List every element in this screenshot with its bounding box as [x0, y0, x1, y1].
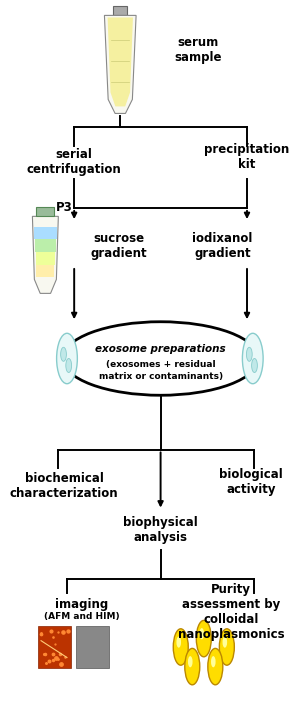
Text: biochemical
characterization: biochemical characterization [10, 472, 118, 500]
Text: biophysical
analysis: biophysical analysis [123, 516, 198, 544]
Circle shape [173, 628, 188, 665]
Ellipse shape [63, 322, 259, 395]
Polygon shape [36, 264, 54, 277]
Circle shape [246, 347, 252, 361]
Circle shape [61, 347, 66, 361]
Circle shape [196, 620, 211, 657]
Text: exosome preparations: exosome preparations [95, 344, 226, 354]
Polygon shape [32, 217, 58, 293]
Text: P3: P3 [56, 202, 73, 214]
Circle shape [57, 333, 77, 384]
Circle shape [200, 628, 204, 639]
Circle shape [66, 359, 72, 373]
Polygon shape [36, 207, 54, 217]
Polygon shape [113, 6, 128, 15]
Circle shape [185, 648, 200, 685]
Polygon shape [108, 18, 133, 106]
Polygon shape [104, 15, 136, 113]
Circle shape [188, 656, 192, 667]
Text: sucrose
gradient: sucrose gradient [91, 233, 147, 261]
Text: Purity
assessment by
colloidal
nanoplasmonics: Purity assessment by colloidal nanoplasm… [178, 583, 285, 641]
Text: imaging: imaging [55, 598, 108, 612]
Circle shape [208, 648, 223, 685]
Text: serial
centrifugation: serial centrifugation [27, 148, 121, 176]
Text: (AFM and HIM): (AFM and HIM) [43, 612, 119, 621]
Circle shape [177, 636, 181, 647]
Circle shape [252, 359, 257, 373]
Text: iodixanol
gradient: iodixanol gradient [192, 233, 253, 261]
Polygon shape [35, 240, 56, 252]
Polygon shape [38, 626, 71, 668]
Text: matrix or contaminants): matrix or contaminants) [99, 372, 223, 381]
Text: precipitation
kit: precipitation kit [204, 143, 289, 171]
Circle shape [211, 656, 216, 667]
Circle shape [222, 636, 227, 647]
Circle shape [242, 333, 263, 384]
Text: serum
sample: serum sample [174, 37, 222, 65]
Text: (exosomes + residual: (exosomes + residual [106, 360, 215, 368]
Text: biological
activity: biological activity [219, 468, 283, 496]
Polygon shape [76, 626, 109, 668]
Polygon shape [34, 227, 57, 240]
Polygon shape [35, 252, 55, 264]
Circle shape [219, 628, 234, 665]
